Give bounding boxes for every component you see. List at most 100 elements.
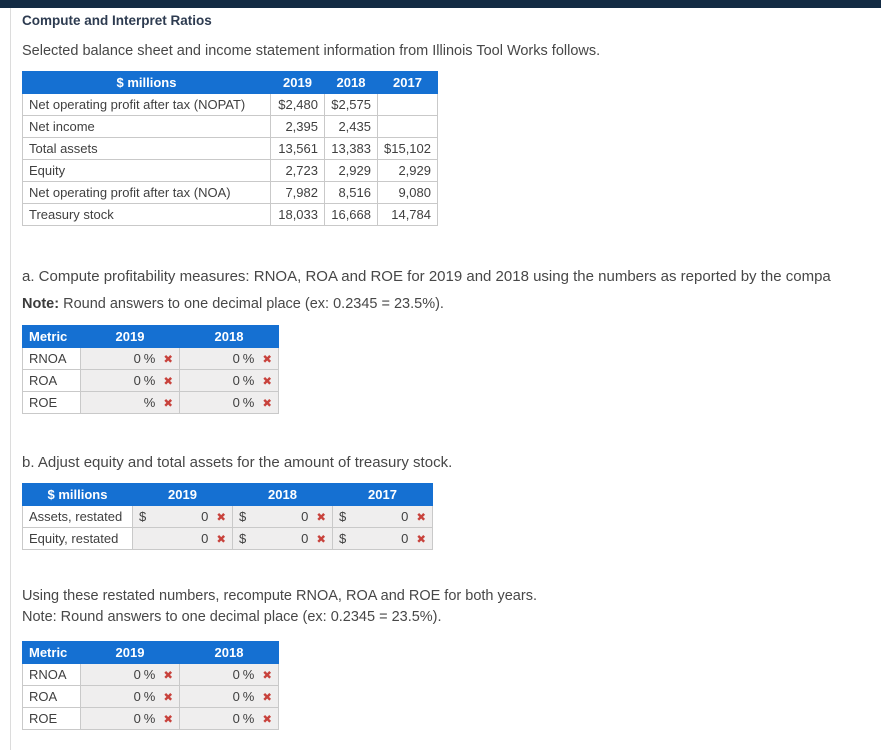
table-header-row: Metric 2019 2018 — [22, 325, 279, 348]
percent-sign: % — [242, 711, 255, 726]
part-a-note: Note: Round answers to one decimal place… — [22, 296, 881, 312]
answer-value: 0 — [232, 689, 240, 704]
answer-value: 0 — [201, 531, 209, 546]
incorrect-mark-icon: ✖ — [163, 670, 173, 682]
cell-value: 8,516 — [324, 181, 378, 204]
assets-2019-answer-field[interactable]: $0 ✖ — [132, 505, 233, 528]
assets-2018-answer-field[interactable]: $0 ✖ — [232, 505, 333, 528]
percent-sign: % — [143, 395, 156, 410]
column-header-2018: 2018 — [179, 641, 279, 664]
roa-restated-2019-answer-field[interactable]: 0% ✖ — [80, 685, 180, 708]
row-label: RNOA — [22, 663, 81, 686]
column-header-2017: 2017 — [332, 483, 433, 506]
incorrect-mark-icon: ✖ — [262, 692, 272, 704]
percent-sign: % — [143, 351, 156, 366]
cell-value: $2,480 — [270, 93, 325, 116]
column-header-2019: 2019 — [80, 325, 180, 348]
percent-sign: % — [242, 373, 255, 388]
answer-value: 0 — [401, 531, 409, 546]
part-b-followup-text: Using these restated numbers, recompute … — [22, 588, 537, 604]
cell-value — [377, 115, 438, 138]
table-row: RNOA 0% ✖ 0% ✖ — [22, 347, 279, 370]
percent-sign: % — [143, 689, 156, 704]
answer-value: 0 — [301, 509, 309, 524]
rnoa-2018-answer-field[interactable]: 0% ✖ — [179, 347, 279, 370]
rnoa-restated-2018-answer-field[interactable]: 0% ✖ — [179, 663, 279, 686]
cell-value: 2,929 — [377, 159, 438, 182]
roe-2019-answer-field[interactable]: % ✖ — [80, 391, 180, 414]
row-label: Equity — [22, 159, 271, 182]
cell-value: 2,395 — [270, 115, 325, 138]
rnoa-restated-2019-answer-field[interactable]: 0% ✖ — [80, 663, 180, 686]
incorrect-mark-icon: ✖ — [163, 376, 173, 388]
column-header-2019: 2019 — [270, 71, 325, 94]
rnoa-2019-answer-field[interactable]: 0% ✖ — [80, 347, 180, 370]
incorrect-mark-icon: ✖ — [262, 670, 272, 682]
equity-2018-answer-field[interactable]: $0 ✖ — [232, 527, 333, 550]
incorrect-mark-icon: ✖ — [163, 714, 173, 726]
incorrect-mark-icon: ✖ — [216, 534, 226, 546]
table-row: ROE % ✖ 0% ✖ — [22, 391, 279, 414]
answer-value: 0 — [133, 689, 141, 704]
table-header-row: $ millions 2019 2018 2017 — [22, 71, 438, 94]
dollar-sign: $ — [139, 509, 147, 524]
table-row: ROE 0% ✖ 0% ✖ — [22, 707, 279, 730]
restated-answers-table: $ millions 2019 2018 2017 Assets, restat… — [22, 483, 433, 550]
incorrect-mark-icon: ✖ — [316, 512, 326, 524]
column-header-2018: 2018 — [324, 71, 378, 94]
answer-value: 0 — [301, 531, 309, 546]
cell-value — [377, 93, 438, 116]
ratio-answers-table-a: Metric 2019 2018 RNOA 0% ✖ 0% ✖ ROA 0% ✖ 0%… — [22, 325, 279, 414]
roe-2018-answer-field[interactable]: 0% ✖ — [179, 391, 279, 414]
incorrect-mark-icon: ✖ — [262, 354, 272, 366]
cell-value: 2,723 — [270, 159, 325, 182]
roa-restated-2018-answer-field[interactable]: 0% ✖ — [179, 685, 279, 708]
answer-value: 0 — [232, 373, 240, 388]
row-label: Equity, restated — [22, 527, 133, 550]
table-row: RNOA 0% ✖ 0% ✖ — [22, 663, 279, 686]
row-label: Total assets — [22, 137, 271, 160]
roe-restated-2019-answer-field[interactable]: 0% ✖ — [80, 707, 180, 730]
column-header-millions: $ millions — [22, 71, 271, 94]
dollar-sign: $ — [239, 509, 247, 524]
column-header-2019: 2019 — [80, 641, 180, 664]
intro-text: Selected balance sheet and income statem… — [22, 43, 601, 59]
column-header-2017: 2017 — [377, 71, 438, 94]
incorrect-mark-icon: ✖ — [262, 714, 272, 726]
part-b-prompt: b. Adjust equity and total assets for th… — [22, 454, 453, 471]
column-header-metric: Metric — [22, 325, 81, 348]
assets-2017-answer-field[interactable]: $0 ✖ — [332, 505, 433, 528]
row-label: Net operating profit after tax (NOA) — [22, 181, 271, 204]
dollar-sign: $ — [339, 509, 347, 524]
cell-value: 13,383 — [324, 137, 378, 160]
percent-sign: % — [242, 351, 255, 366]
percent-sign: % — [242, 667, 255, 682]
column-header-millions: $ millions — [22, 483, 133, 506]
answer-value: 0 — [133, 373, 141, 388]
column-header-2018: 2018 — [232, 483, 333, 506]
roa-2019-answer-field[interactable]: 0% ✖ — [80, 369, 180, 392]
cell-value: 2,435 — [324, 115, 378, 138]
incorrect-mark-icon: ✖ — [163, 692, 173, 704]
percent-sign: % — [143, 711, 156, 726]
roe-restated-2018-answer-field[interactable]: 0% ✖ — [179, 707, 279, 730]
equity-2019-answer-field[interactable]: 0 ✖ — [132, 527, 233, 550]
roa-2018-answer-field[interactable]: 0% ✖ — [179, 369, 279, 392]
part-b-note: Note: Round answers to one decimal place… — [22, 609, 442, 625]
row-label: Treasury stock — [22, 203, 271, 226]
cell-value: 2,929 — [324, 159, 378, 182]
table-header-row: Metric 2019 2018 — [22, 641, 279, 664]
percent-sign: % — [143, 667, 156, 682]
note-text: Round answers to one decimal place (ex: … — [59, 296, 444, 312]
cell-value: 9,080 — [377, 181, 438, 204]
equity-2017-answer-field[interactable]: $0 ✖ — [332, 527, 433, 550]
cell-value: 13,561 — [270, 137, 325, 160]
incorrect-mark-icon: ✖ — [416, 512, 426, 524]
exercise-panel: Compute and Interpret Ratios Selected ba… — [0, 13, 881, 730]
row-label: RNOA — [22, 347, 81, 370]
row-label: Net operating profit after tax (NOPAT) — [22, 93, 271, 116]
table-row: ROA 0% ✖ 0% ✖ — [22, 685, 279, 708]
part-a-prompt: a. Compute profitability measures: RNOA,… — [22, 268, 831, 285]
answer-value: 0 — [232, 351, 240, 366]
row-label: ROE — [22, 391, 81, 414]
